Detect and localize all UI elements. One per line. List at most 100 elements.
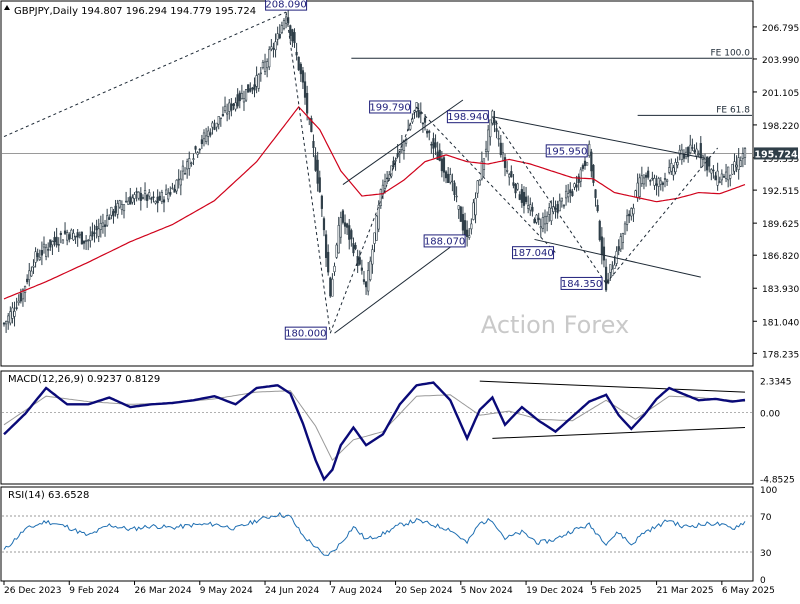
candle-body	[396, 153, 399, 157]
candle-body	[261, 61, 265, 68]
dashed-projection-line	[491, 116, 607, 284]
candle-body	[508, 174, 511, 178]
price-annotation-label: 198.940	[446, 110, 489, 124]
candle-body	[426, 130, 429, 134]
candle-body	[444, 171, 448, 179]
candle-body	[478, 179, 481, 186]
candle-body	[301, 70, 305, 83]
candle-body	[143, 190, 147, 194]
candle-body	[388, 174, 391, 179]
candle-body	[341, 210, 345, 223]
candle-body	[183, 173, 187, 175]
candle-body	[642, 177, 646, 185]
candle-body	[19, 293, 22, 302]
candle-body	[207, 130, 210, 137]
candle-body	[514, 184, 517, 194]
candle-body	[569, 189, 572, 194]
candle-body	[2, 322, 6, 325]
candle-body	[61, 239, 65, 244]
candle-body	[337, 225, 340, 254]
candle-body	[318, 177, 321, 193]
candle-body	[626, 215, 629, 225]
candle-body	[219, 117, 222, 120]
candle-body	[324, 234, 328, 258]
candle-body	[141, 197, 145, 199]
candle-body	[127, 200, 130, 205]
candle-body	[611, 268, 614, 276]
candle-body	[533, 219, 536, 224]
x-tick-label: 9 Feb 2024	[69, 586, 120, 596]
candle-body	[449, 174, 452, 183]
candle-body	[21, 289, 25, 300]
x-tick-label: 20 Sep 2024	[396, 586, 453, 596]
candle-body	[592, 164, 595, 183]
price-y-tick-label: 206.795	[762, 24, 799, 34]
candle-body	[360, 267, 363, 271]
candle-body	[706, 156, 709, 171]
candle-body	[390, 165, 393, 177]
candle-body	[457, 205, 460, 210]
candle-body	[146, 194, 149, 201]
macd-y-tick-label: 2.3345	[760, 378, 792, 388]
candle-body	[733, 161, 736, 172]
candle-body	[5, 321, 8, 325]
macd-signal-line	[3, 390, 746, 462]
price-y-tick-label: 198.220	[762, 122, 799, 132]
candle-body	[28, 270, 31, 280]
candle-body	[720, 173, 723, 181]
candle-body	[447, 173, 450, 183]
candle-body	[463, 220, 467, 236]
candle-body	[455, 195, 458, 198]
price-y-tick-label: 201.105	[762, 89, 799, 99]
candle-body	[110, 206, 113, 216]
candle-body	[735, 164, 738, 168]
candle-body	[369, 260, 372, 280]
candle-body	[84, 240, 88, 242]
candle-body	[575, 184, 578, 188]
candle-body	[251, 87, 254, 90]
candle-body	[148, 192, 151, 197]
candle-body	[503, 157, 507, 168]
fib-level-label: FE 100.0	[711, 48, 751, 58]
candle-body	[581, 165, 585, 169]
candle-body	[106, 215, 109, 226]
candle-body	[226, 112, 229, 115]
candle-body	[554, 208, 557, 210]
x-tick-label: 21 Mar 2025	[657, 586, 714, 596]
candle-body	[112, 211, 115, 217]
candle-body	[512, 182, 515, 186]
candle-body	[634, 190, 637, 198]
candle-body	[282, 20, 286, 29]
candle-body	[101, 222, 105, 227]
candle-body	[116, 203, 119, 215]
candle-body	[558, 200, 561, 212]
price-annotation-label: 199.790	[369, 100, 412, 114]
price-annotation-text: 184.350	[561, 279, 602, 290]
price-y-tick-label: 192.515	[762, 187, 799, 197]
candle-body	[392, 160, 395, 168]
candle-body	[327, 251, 330, 273]
candle-body	[741, 153, 744, 159]
candle-body	[167, 192, 170, 200]
candle-body	[691, 147, 694, 149]
price-annotation-label: 195.950	[545, 144, 588, 158]
candle-body	[367, 270, 370, 292]
candle-body	[103, 224, 107, 227]
candle-body	[259, 72, 262, 75]
candle-body	[221, 114, 225, 117]
macd-y-tick-label: 0.00	[760, 410, 780, 420]
macd-chart: 2.3345 0.00 -4.8525	[2, 378, 795, 486]
candle-body	[609, 264, 612, 273]
candle-body	[66, 232, 69, 241]
candle-body	[51, 241, 54, 246]
candle-body	[708, 157, 711, 167]
candle-body	[215, 122, 218, 128]
price-chart: 206.795 203.990 201.105 198.220 195.335 192.5…	[2, 0, 799, 360]
candle-body	[535, 214, 538, 223]
candle-body	[270, 46, 273, 50]
candle-body	[244, 89, 248, 101]
candle-body	[95, 226, 98, 231]
rsi-y-tick-label: 100	[760, 486, 777, 496]
candle-body	[17, 300, 20, 304]
